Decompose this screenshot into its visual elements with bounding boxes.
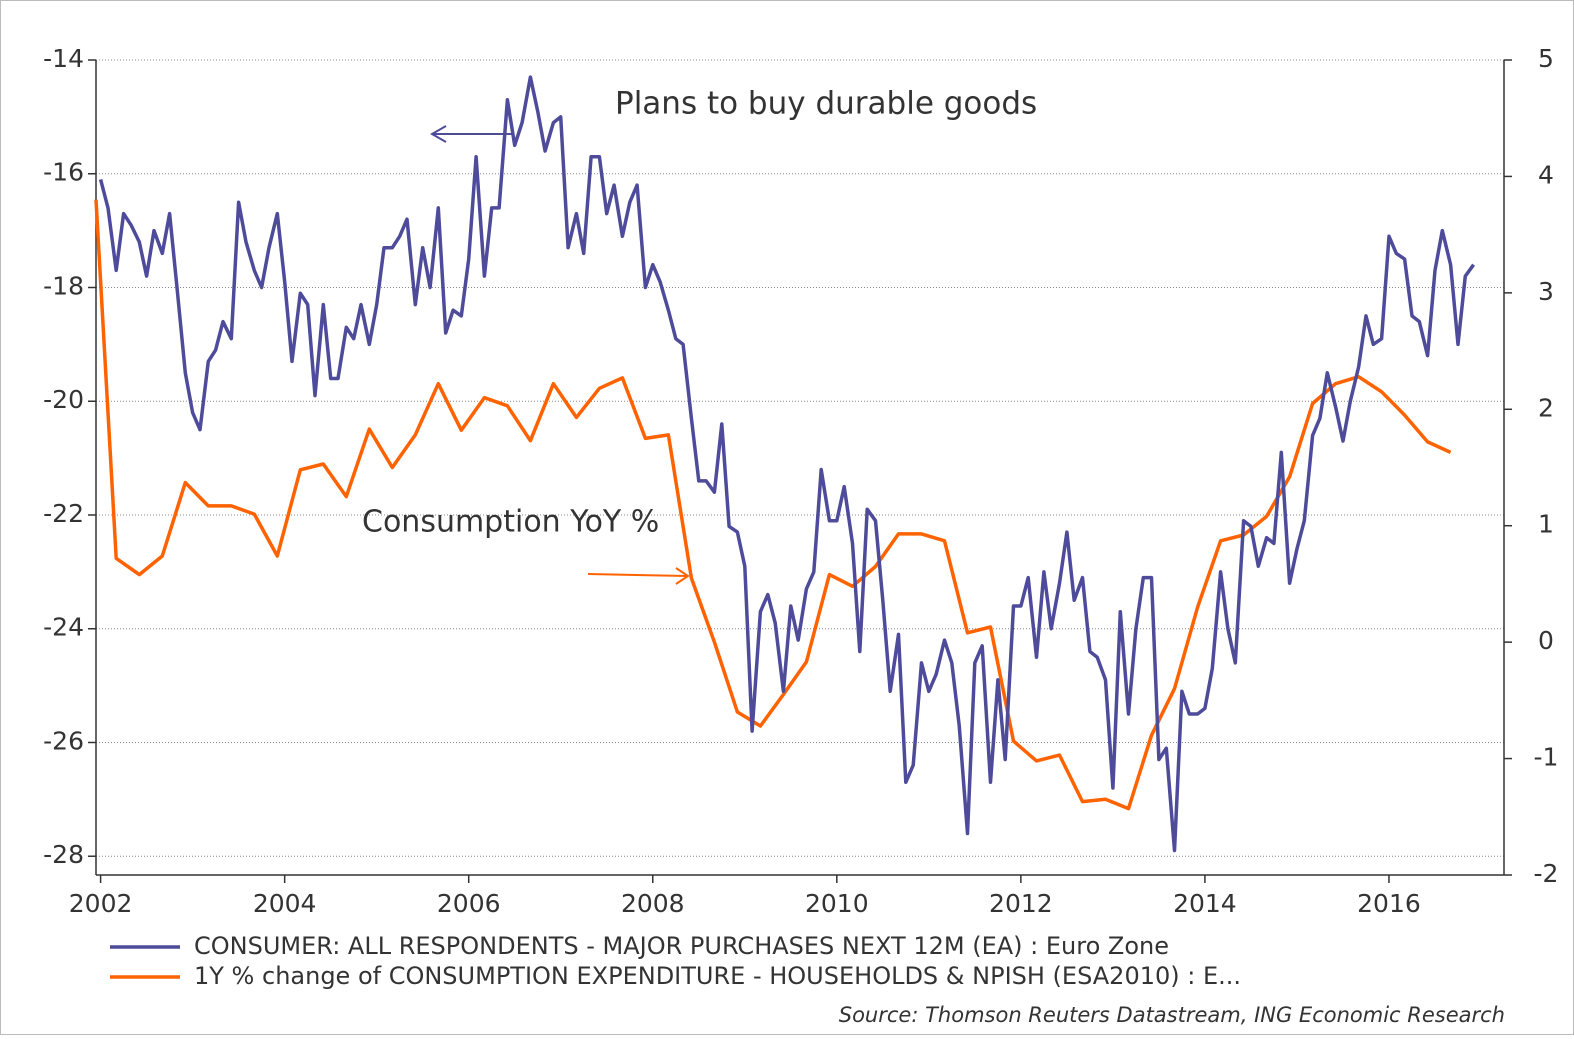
annotation: Plans to buy durable goods [615, 86, 1037, 122]
y-tick-label: -26 [43, 726, 84, 755]
y-tick-label: -16 [43, 158, 84, 187]
y-tick-label: -22 [43, 499, 84, 528]
source: Source: Thomson Reuters Datastream, ING … [839, 1003, 1505, 1027]
y-tick-label: -28 [43, 840, 84, 869]
x-tick-label: 2004 [253, 889, 317, 918]
y2-tick-label: 2 [1538, 393, 1554, 422]
x-tick-label: 2010 [805, 889, 869, 918]
annotation-arrow [429, 125, 512, 143]
y-tick-label: -24 [43, 613, 84, 642]
annotation: Consumption YoY % [362, 505, 659, 540]
y2-tick-label: 1 [1538, 510, 1554, 539]
y2-tick-label: -2 [1534, 859, 1559, 888]
y-tick-label: -18 [43, 271, 84, 300]
x-tick-label: 2008 [621, 889, 685, 918]
y-tick-label: -20 [43, 385, 84, 414]
x-tick-label: 2002 [69, 889, 133, 918]
y2-tick-label: -1 [1534, 743, 1559, 772]
x-tick-label: 2016 [1357, 889, 1421, 918]
y2-tick-label: 3 [1538, 277, 1554, 306]
legend-label: CONSUMER: ALL RESPONDENTS - MAJOR PURCHA… [194, 932, 1169, 960]
plot-area [88, 59, 1512, 883]
x-tick-label: 2014 [1173, 889, 1237, 918]
y2-tick-label: 5 [1538, 44, 1554, 73]
x-tick-label: 2006 [437, 889, 501, 918]
y2-tick-label: 0 [1538, 626, 1554, 655]
series-line [98, 75, 1476, 853]
y2-tick-label: 4 [1538, 160, 1554, 189]
annotation-arrow [587, 567, 690, 585]
legend-label: 1Y % change of CONSUMPTION EXPENDITURE -… [194, 962, 1241, 990]
series-line [94, 199, 1452, 811]
x-tick-label: 2012 [989, 889, 1053, 918]
y-tick-label: -14 [43, 44, 84, 73]
